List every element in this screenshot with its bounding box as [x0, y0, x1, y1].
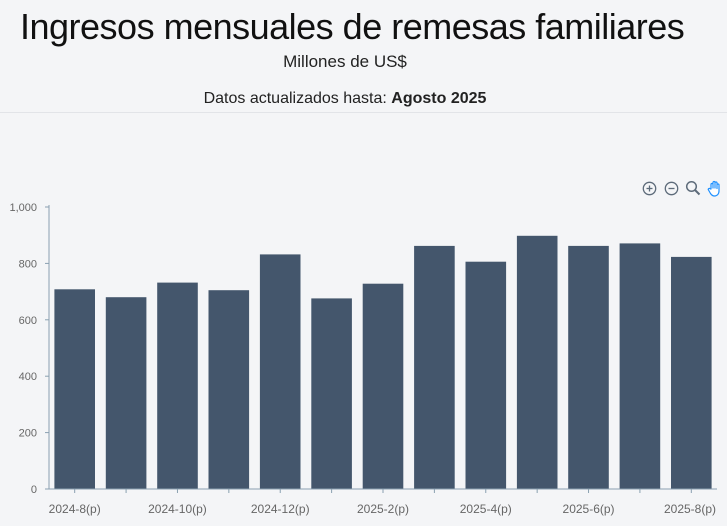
zoom-out-icon[interactable] — [662, 179, 680, 197]
zoom-reset-icon[interactable] — [684, 179, 702, 197]
chart-toolbar — [640, 179, 724, 197]
y-tick-label: 200 — [19, 428, 37, 440]
bar-2025-3(p)[interactable] — [414, 245, 455, 489]
pan-hand-icon[interactable] — [706, 179, 724, 197]
x-tick-label: 2025-6(p) — [563, 502, 615, 516]
update-date: Agosto 2025 — [391, 90, 487, 107]
y-tick-label: 1,000 — [9, 202, 37, 214]
bar-2025-1(p)[interactable] — [311, 298, 352, 489]
x-tick-label: 2025-2(p) — [357, 502, 409, 516]
chart-header: Ingresos mensuales de remesas familiares… — [0, 0, 727, 113]
bar-2025-5(p)[interactable] — [516, 235, 558, 489]
y-axis: 0 200 400 600 800 1,000 — [9, 202, 50, 496]
update-info: Datos actualizados hasta: Agosto 2025 — [0, 90, 690, 108]
bar-2025-2(p)[interactable] — [362, 283, 404, 489]
bar-2024-12(p)[interactable] — [259, 254, 301, 489]
bar-2024-9(p)[interactable] — [105, 297, 147, 489]
x-tick-label: 2025-8(p) — [664, 502, 716, 516]
chart-title: Ingresos mensuales de remesas familiares — [20, 6, 685, 47]
bar-2025-6(p)[interactable] — [568, 245, 609, 489]
x-tick-label: 2024-10(p) — [148, 502, 207, 516]
y-tick-label: 600 — [19, 315, 37, 327]
chart-subtitle: Millones de US$ — [283, 52, 407, 71]
y-tick-label: 400 — [19, 371, 37, 383]
bar-2025-4(p)[interactable] — [465, 261, 507, 489]
bar-2024-8(p)[interactable] — [54, 289, 95, 489]
bars — [54, 235, 712, 489]
x-axis: 2024-8(p) 2024-10(p) 2024-12(p) 2025-2(p) 20… — [49, 488, 717, 516]
x-tick-label: 2025-4(p) — [460, 502, 512, 516]
y-tick-label: 800 — [19, 258, 37, 270]
bar-2024-11(p)[interactable] — [208, 290, 250, 489]
x-tick-label: 2024-12(p) — [251, 502, 310, 516]
bar-2025-8(p)[interactable] — [671, 256, 712, 489]
bar-2024-10(p)[interactable] — [157, 282, 198, 489]
update-label: Datos actualizados hasta: — [203, 90, 387, 107]
bar-2025-7(p)[interactable] — [619, 243, 661, 489]
x-tick-label: 2024-8(p) — [49, 502, 101, 516]
y-tick-label: 0 — [31, 484, 37, 496]
zoom-in-icon[interactable] — [640, 179, 658, 197]
